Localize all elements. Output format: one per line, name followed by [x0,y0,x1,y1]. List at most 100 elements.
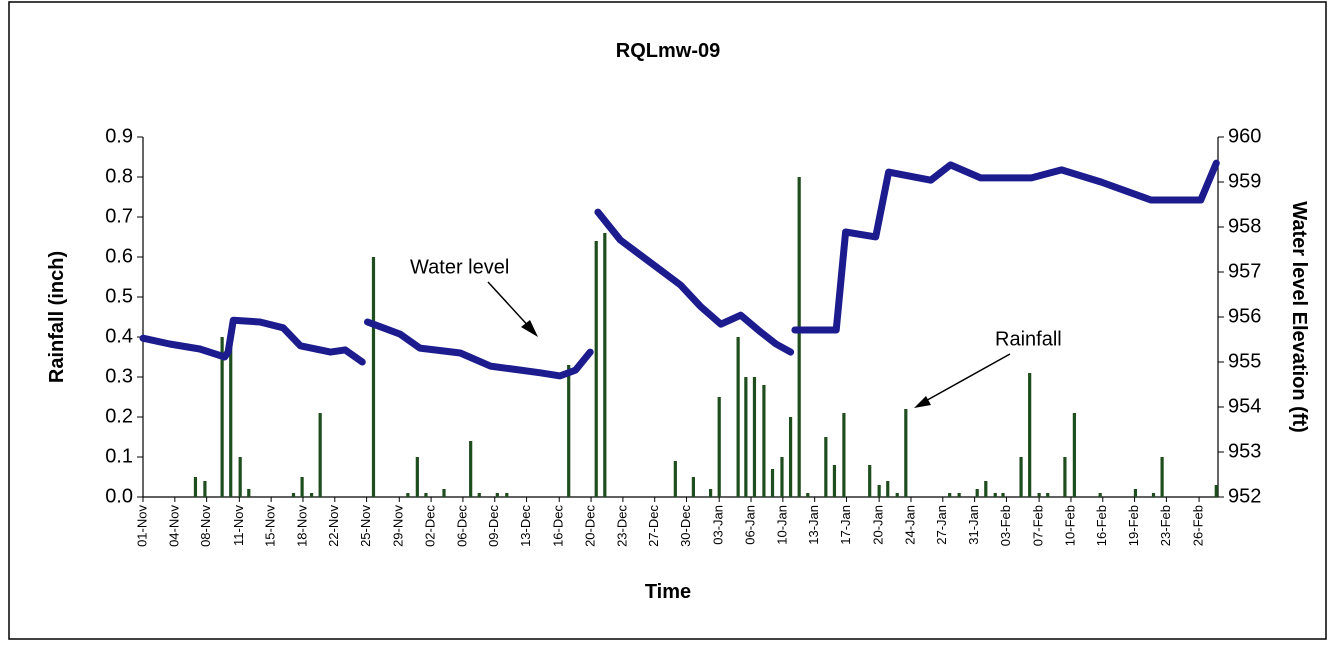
rain-bar [957,493,961,497]
rain-bar [469,441,473,497]
water-level-line [139,159,1220,380]
rain-bar [1028,373,1032,497]
rain-bar [673,461,677,497]
rain-bar [495,493,499,497]
x-tick-label: 13-Jan [806,505,821,545]
rain-bar [371,257,376,497]
rain-bar [594,241,598,497]
rain-bar [229,337,233,497]
y2-tick-label: 952 [1228,485,1261,507]
rain-bar [318,413,322,497]
rain-bar [1046,493,1050,497]
y2-tick-label: 953 [1228,440,1261,462]
rain-bar [567,365,571,497]
annotation-arrowhead [521,320,538,337]
rain-bar [806,493,810,497]
annotation-arrow [487,281,533,331]
x-tick-label: 06-Dec [454,505,469,547]
x-tick-label: 08-Nov [198,505,213,547]
rain-bar [603,233,607,497]
rain-bar [842,413,846,497]
rain-bar [904,409,908,497]
rain-bar [477,493,481,497]
rain-bar [886,481,890,497]
x-tick-label: 27-Jan [934,505,949,545]
rain-bar [406,493,410,497]
rain-bar [300,477,304,497]
rain-bar [247,489,251,497]
rain-bar [1160,457,1164,497]
rain-bar [1098,493,1102,497]
y-tick-label: 0.7 [105,205,133,227]
x-tick-label: 31-Jan [966,505,981,545]
rain-bar [1037,493,1041,497]
x-tick-label: 11-Nov [231,505,246,546]
rain-bar [762,385,766,497]
y-tick-label: 0.1 [105,445,133,467]
y-tick-label: 0.6 [105,245,133,267]
y2-axis-title: Water level Elevation (ft) [1288,201,1310,433]
x-tick-label: 23-Dec [614,505,629,547]
x-tick-label: 25-Nov [358,505,373,547]
rain-bar [238,457,242,497]
y-tick-label: 0.8 [105,165,133,187]
x-tick-label: 24-Jan [902,505,917,545]
rain-bar [824,437,828,497]
y-axis-title: Rainfall (inch) [46,251,68,383]
x-tick-label: 22-Nov [326,505,341,547]
x-tick-label: 16-Dec [551,505,566,547]
x-tick-label: 01-Nov [134,505,149,547]
rain-bar [1133,489,1138,497]
x-tick-label: 10-Jan [774,505,789,545]
rain-bar [895,493,899,497]
rain-bar [442,489,446,497]
rain-bar [1072,413,1076,497]
rain-bar [415,457,419,497]
y-tick-label: 0.3 [105,365,133,387]
rain-bar [424,493,428,497]
y2-tick-label: 959 [1228,170,1261,192]
x-axis-title: Time [645,581,691,603]
annotation-arrow [921,353,1011,404]
rain-bar [203,481,207,497]
rain-bar [1214,485,1218,497]
x-tick-label: 09-Dec [486,505,501,547]
x-tick-label: 13-Dec [518,505,533,547]
rain-bar [709,489,713,497]
rain-bar [975,489,979,497]
rain-bar [770,469,775,497]
rain-bar [832,465,837,497]
rain-bar [797,177,801,497]
annotation-arrowhead [914,396,931,408]
plot-area: 0.0 0.1 0.2 0.3 0.4 0.5 0.6 0.7 0.8 0.9 952 953 954 9… [105,125,1261,547]
y2-tick-label: 958 [1228,215,1261,237]
x-tick-label: 10-Feb [1062,505,1077,546]
x-tick-label: 20-Dec [582,505,597,547]
x-tick-label: 26-Feb [1191,505,1206,546]
rain-bar [868,465,872,497]
y2-tick-label: 956 [1228,305,1261,327]
rain-bar [752,377,757,497]
x-tick-label: 23-Feb [1158,505,1173,546]
x-tick-label: 29-Nov [391,505,406,547]
y-tick-label: 0.5 [105,285,133,307]
x-tick-label: 18-Nov [294,505,309,547]
x-tick-label: 02-Dec [423,505,438,547]
rain-bar [193,477,198,497]
x-tick-label: 27-Dec [646,505,661,547]
rain-bar [691,477,695,497]
rain-bar [220,337,224,497]
rain-bar [788,417,793,497]
x-tick-label: 07-Feb [1031,505,1046,546]
annotation: Rainfall [995,328,1062,350]
rain-bar [736,337,740,497]
y2-tick-label: 955 [1228,350,1261,372]
x-tick-label: 03-Feb [998,505,1013,546]
rain-bar [309,493,314,497]
x-tick-label: 03-Jan [711,505,726,545]
rain-bar [948,493,952,497]
y-tick-label: 0.0 [105,485,133,507]
x-tick-label: 04-Nov [166,505,181,547]
